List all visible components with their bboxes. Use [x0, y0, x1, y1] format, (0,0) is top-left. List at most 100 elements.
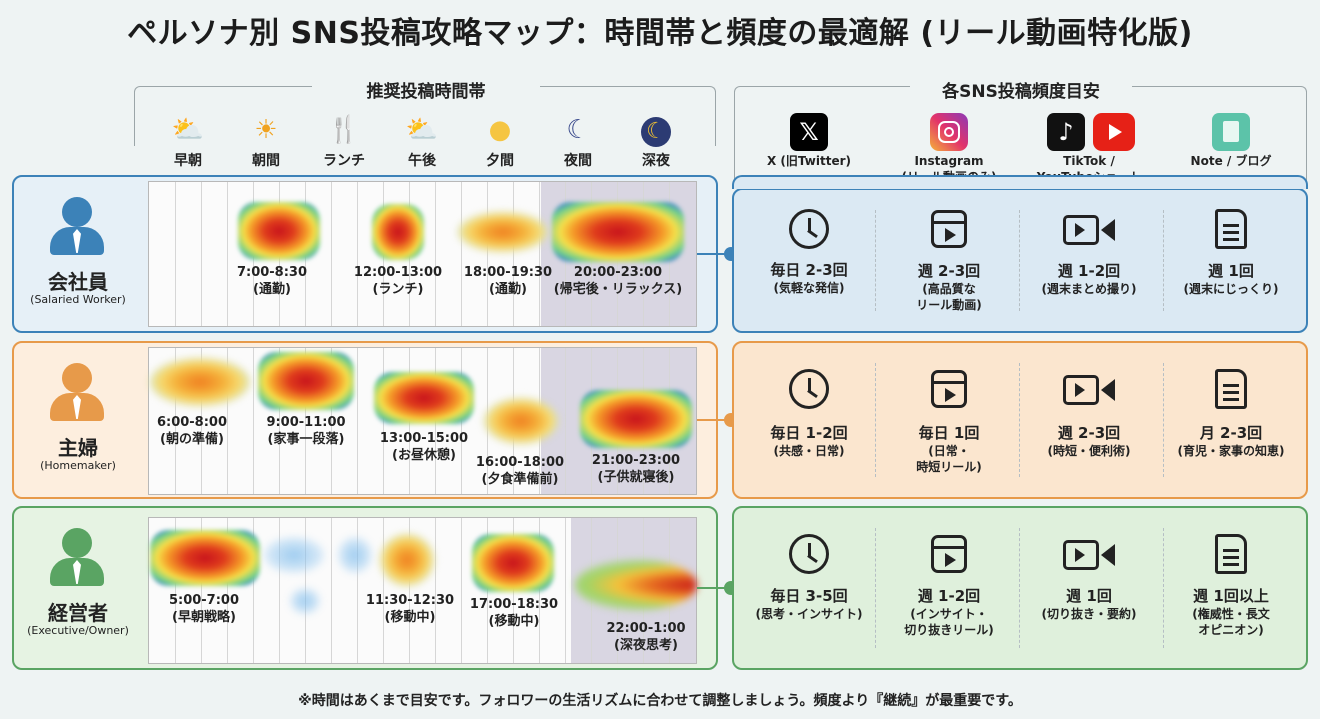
sunset-icon: ● [488, 115, 512, 145]
executive-icon [48, 528, 108, 586]
time-range-label: 18:00-19:30 (通勤) [433, 264, 583, 298]
time-section-header: 推奨投稿時間帯 [312, 77, 540, 102]
heat-blob [150, 358, 250, 406]
time-range-label: 20:00-23:00 (帰宅後・リラックス) [543, 264, 693, 298]
time-context: (早朝戦略) [172, 610, 236, 625]
time-context: (ランチ) [372, 282, 424, 297]
time-range: 22:00-1:00 [606, 621, 686, 636]
grid-line [461, 518, 462, 663]
frequency-note: (共感・日常) [773, 444, 845, 458]
grid-line [331, 348, 332, 494]
frequency-note: (日常・ 時短リール) [916, 444, 982, 474]
time-slot-label: 午後 [408, 153, 436, 169]
frequency-cell: 毎日 1-2回 (共感・日常) [739, 423, 879, 459]
sun-cloud-icon: ⛅ [405, 115, 439, 145]
reel-icon [931, 370, 967, 408]
column-divider [875, 210, 876, 311]
frequency-cell: 毎日 2-3回 (気軽な発信) [739, 260, 879, 296]
grid-line [487, 182, 488, 326]
frequency-note: (時短・便利術) [1047, 444, 1131, 458]
grid-line [435, 518, 436, 663]
frequency-value: 月 2-3回 [1199, 424, 1263, 442]
grid-line [227, 182, 228, 326]
time-range: 20:00-23:00 [573, 265, 663, 280]
frequency-note: (育児・家事の知恵) [1177, 444, 1285, 458]
video-camera-icon [1063, 540, 1115, 570]
frequency-cell: 月 2-3回 (育児・家事の知恵) [1161, 423, 1301, 459]
office-worker-icon [48, 197, 108, 255]
time-slot-label: 早朝 [174, 153, 202, 169]
time-range: 17:00-18:30 [469, 597, 559, 612]
frequency-value: 週 1回以上 [1193, 587, 1269, 605]
frequency-note: (思考・インサイト) [755, 607, 863, 621]
grid-line [175, 348, 176, 494]
grid-line [331, 182, 332, 326]
frequency-cell: 毎日 1回 (日常・ 時短リール) [879, 423, 1019, 475]
document-icon [1215, 369, 1247, 409]
grid-line [201, 348, 202, 494]
clock-icon [789, 369, 829, 409]
heat-blob [372, 204, 424, 260]
document-icon [1215, 209, 1247, 249]
frequency-cell: 週 1回 (切り抜き・要約) [1019, 586, 1159, 622]
frequency-cell: 毎日 3-5回 (思考・インサイト) [739, 586, 879, 622]
column-divider [1019, 528, 1020, 648]
frequency-panel [732, 506, 1308, 670]
frequency-panel [732, 341, 1308, 499]
heat-blob [484, 398, 558, 444]
time-range: 7:00-8:30 [236, 265, 308, 280]
time-slot-label: 朝間 [252, 153, 280, 169]
heat-blob [374, 372, 474, 424]
sns-logo-x-icon: 𝕏 [790, 113, 828, 151]
time-range-label: 17:00-18:30 (移動中) [439, 596, 589, 630]
sun-icon: ☀ [254, 115, 278, 145]
frequency-note: (週末まとめ撮り) [1041, 282, 1137, 296]
grid-line [383, 518, 384, 663]
frequency-value: 週 1-2回 [1057, 262, 1121, 280]
frequency-value: 週 2-3回 [917, 262, 981, 280]
time-range-label: 22:00-1:00 (深夜思考) [571, 620, 721, 654]
frequency-note: (切り抜き・要約) [1041, 607, 1137, 621]
time-range: 13:00-15:00 [379, 431, 469, 446]
time-range: 12:00-13:00 [353, 265, 443, 280]
grid-line [253, 348, 254, 494]
sns-column-label: X (旧Twitter) [767, 154, 851, 168]
persona-subtitle: (Executive/Owner) [27, 624, 129, 637]
page-title: ペルソナ別 SNS投稿攻略マップ：時間帯と頻度の最適解 (リール動画特化版) [127, 16, 1193, 51]
connector-line [697, 253, 733, 255]
heat-blob [290, 588, 320, 614]
frequency-value: 週 1-2回 [917, 587, 981, 605]
grid-line [357, 348, 358, 494]
time-range: 21:00-23:00 [591, 453, 681, 468]
time-range: 18:00-19:30 [463, 265, 553, 280]
column-divider [1163, 363, 1164, 477]
column-divider [1019, 210, 1020, 311]
grid-line [175, 182, 176, 326]
sns-logo-instagram-icon [930, 113, 968, 151]
grid-line [253, 518, 254, 663]
grid-line [227, 518, 228, 663]
sns-logo-youtube-icon [1093, 113, 1135, 151]
sns-logo-note-icon [1212, 113, 1250, 151]
clock-icon [789, 534, 829, 574]
grid-line [227, 348, 228, 494]
grid-line [409, 518, 410, 663]
frequency-note: (気軽な発信) [773, 281, 845, 295]
grid-line [305, 348, 306, 494]
time-context: (帰宅後・リラックス) [553, 282, 683, 297]
sns-logo-tiktok-icon: ♪ [1047, 113, 1085, 151]
time-context: (子供就寝後) [597, 470, 675, 485]
time-range-label: 21:00-23:00 (子供就寝後) [561, 452, 711, 486]
reel-icon [931, 535, 967, 573]
time-range: 9:00-11:00 [266, 415, 346, 430]
frequency-cell: 週 1-2回 (インサイト・ 切り抜きリール) [879, 586, 1019, 638]
frequency-cell: 週 1回 (週末にじっくり) [1161, 261, 1301, 297]
moon-stars-icon: ☾ [566, 115, 590, 145]
frequency-value: 毎日 3-5回 [770, 587, 848, 605]
persona-name: 経営者 [48, 601, 108, 625]
time-context: (通勤) [253, 282, 291, 297]
frequency-value: 週 1回 [1208, 262, 1254, 280]
grid-line [565, 518, 566, 663]
column-divider [1019, 363, 1020, 477]
heat-blob [150, 530, 260, 586]
